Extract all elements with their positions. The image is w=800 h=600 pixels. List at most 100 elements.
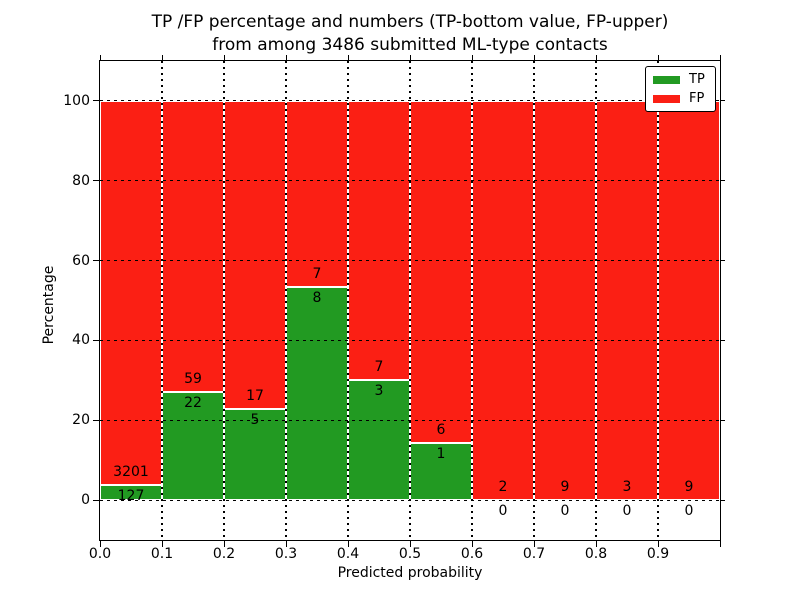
y-tick-mark bbox=[93, 339, 99, 341]
vertical-gridline bbox=[657, 61, 659, 540]
x-tick-mark bbox=[409, 541, 411, 547]
bar-fp-segment bbox=[348, 100, 410, 381]
bar-fp-segment bbox=[224, 100, 286, 410]
bar-fp-segment bbox=[100, 100, 162, 485]
x-tick-mark bbox=[161, 541, 163, 547]
x-axis-label: Predicted probability bbox=[337, 565, 483, 581]
x-tick-mark-top bbox=[99, 55, 101, 60]
x-tick-mark-top bbox=[595, 55, 597, 60]
fp-count-label: 9 bbox=[684, 479, 694, 496]
tp-count-label: 22 bbox=[184, 394, 202, 411]
x-tick-mark-top bbox=[161, 55, 163, 60]
tp-count-label: 127 bbox=[117, 487, 145, 504]
x-tick-mark bbox=[223, 541, 225, 547]
bar-fp-segment bbox=[534, 100, 596, 501]
x-tick-mark-top bbox=[285, 55, 287, 60]
x-tick-mark bbox=[657, 541, 659, 547]
y-tick-label: 40 bbox=[72, 332, 90, 349]
x-tick-mark-top bbox=[471, 55, 473, 60]
bar-tp-segment bbox=[286, 287, 348, 501]
x-tick-label: 0.2 bbox=[212, 546, 236, 562]
tp-count-label: 0 bbox=[684, 503, 694, 520]
x-tick-mark bbox=[285, 541, 287, 547]
vertical-gridline bbox=[533, 61, 535, 540]
fp-count-label: 17 bbox=[246, 388, 264, 405]
y-tick-label: 20 bbox=[72, 412, 90, 429]
x-tick-label: 0.0 bbox=[88, 546, 112, 562]
y-tick-mark bbox=[93, 419, 99, 421]
bar-tp-segment bbox=[162, 391, 224, 501]
tp-count-label: 3 bbox=[374, 383, 384, 400]
horizontal-gridline bbox=[100, 419, 720, 421]
x-tick-mark bbox=[533, 541, 535, 547]
vertical-gridline bbox=[347, 61, 349, 540]
plot-area: 3201 127 59 22 17 5 7 8 7 3 6 1 2 0 9 0 3 0 9 0 bbox=[99, 60, 721, 541]
x-tick-mark bbox=[595, 541, 597, 547]
fp-count-label: 7 bbox=[374, 359, 384, 376]
chart-title-line2: from among 3486 submitted ML-type contac… bbox=[212, 35, 608, 55]
y-tick-mark-right bbox=[721, 260, 725, 262]
chart-title-line1: TP /FP percentage and numbers (TP-bottom… bbox=[151, 12, 669, 32]
bar-fp-segment bbox=[658, 100, 720, 501]
fp-color-swatch bbox=[653, 94, 680, 103]
x-tick-label: 0.4 bbox=[336, 546, 360, 562]
x-tick-label: 0.6 bbox=[460, 546, 484, 562]
fp-count-label: 2 bbox=[498, 479, 508, 496]
x-tick-mark-top bbox=[533, 55, 535, 60]
legend-item-fp: FP bbox=[653, 89, 715, 108]
tp-count-label: 0 bbox=[622, 503, 632, 520]
x-tick-mark bbox=[471, 541, 473, 547]
x-tick-mark-top bbox=[657, 55, 659, 60]
fp-count-label: 3201 bbox=[113, 463, 149, 480]
tp-count-label: 8 bbox=[312, 290, 322, 307]
vertical-gridline bbox=[285, 61, 287, 540]
y-tick-mark-right bbox=[721, 499, 725, 501]
fp-count-label: 7 bbox=[312, 266, 322, 283]
fp-count-label: 59 bbox=[184, 370, 202, 387]
y-tick-mark bbox=[93, 260, 99, 262]
tp-count-label: 0 bbox=[498, 503, 508, 520]
x-tick-label: 0.5 bbox=[398, 546, 422, 562]
vertical-gridline bbox=[223, 61, 225, 540]
vertical-gridline bbox=[161, 61, 163, 540]
x-tick-mark-top bbox=[347, 55, 349, 60]
y-tick-label: 60 bbox=[72, 252, 90, 269]
vertical-gridline bbox=[409, 61, 411, 540]
x-tick-label: 0.7 bbox=[522, 546, 546, 562]
y-tick-label: 100 bbox=[63, 92, 90, 109]
legend-item-tp: TP bbox=[653, 70, 715, 89]
legend: TP FP bbox=[645, 66, 716, 112]
x-tick-mark bbox=[719, 541, 721, 547]
x-tick-label: 0.9 bbox=[646, 546, 670, 562]
y-tick-mark-right bbox=[721, 180, 725, 182]
x-tick-mark bbox=[99, 541, 101, 547]
fp-count-label: 9 bbox=[560, 479, 570, 496]
horizontal-gridline bbox=[100, 180, 720, 182]
legend-label-fp: FP bbox=[689, 91, 705, 106]
horizontal-gridline bbox=[100, 339, 720, 341]
x-tick-mark-top bbox=[719, 55, 721, 60]
bar-fp-segment bbox=[286, 100, 348, 288]
horizontal-gridline bbox=[100, 260, 720, 262]
chart-title: TP /FP percentage and numbers (TP-bottom… bbox=[90, 11, 730, 57]
x-tick-mark-top bbox=[409, 55, 411, 60]
x-tick-label: 0.8 bbox=[584, 546, 608, 562]
horizontal-gridline bbox=[100, 100, 720, 102]
tp-count-label: 1 bbox=[436, 446, 446, 463]
tp-count-label: 0 bbox=[560, 503, 570, 520]
x-tick-mark-top bbox=[223, 55, 225, 60]
vertical-gridline bbox=[595, 61, 597, 540]
tp-color-swatch bbox=[653, 75, 680, 84]
horizontal-gridline bbox=[100, 499, 720, 501]
y-tick-label: 0 bbox=[81, 492, 90, 509]
legend-label-tp: TP bbox=[689, 72, 705, 87]
vertical-gridline bbox=[471, 61, 473, 540]
fp-count-label: 6 bbox=[436, 422, 446, 439]
bar-fp-segment bbox=[472, 100, 534, 501]
bar-fp-segment bbox=[162, 100, 224, 392]
y-tick-mark bbox=[93, 499, 99, 501]
y-tick-mark-right bbox=[721, 339, 725, 341]
y-tick-mark-right bbox=[721, 100, 725, 102]
y-tick-label: 80 bbox=[72, 172, 90, 189]
